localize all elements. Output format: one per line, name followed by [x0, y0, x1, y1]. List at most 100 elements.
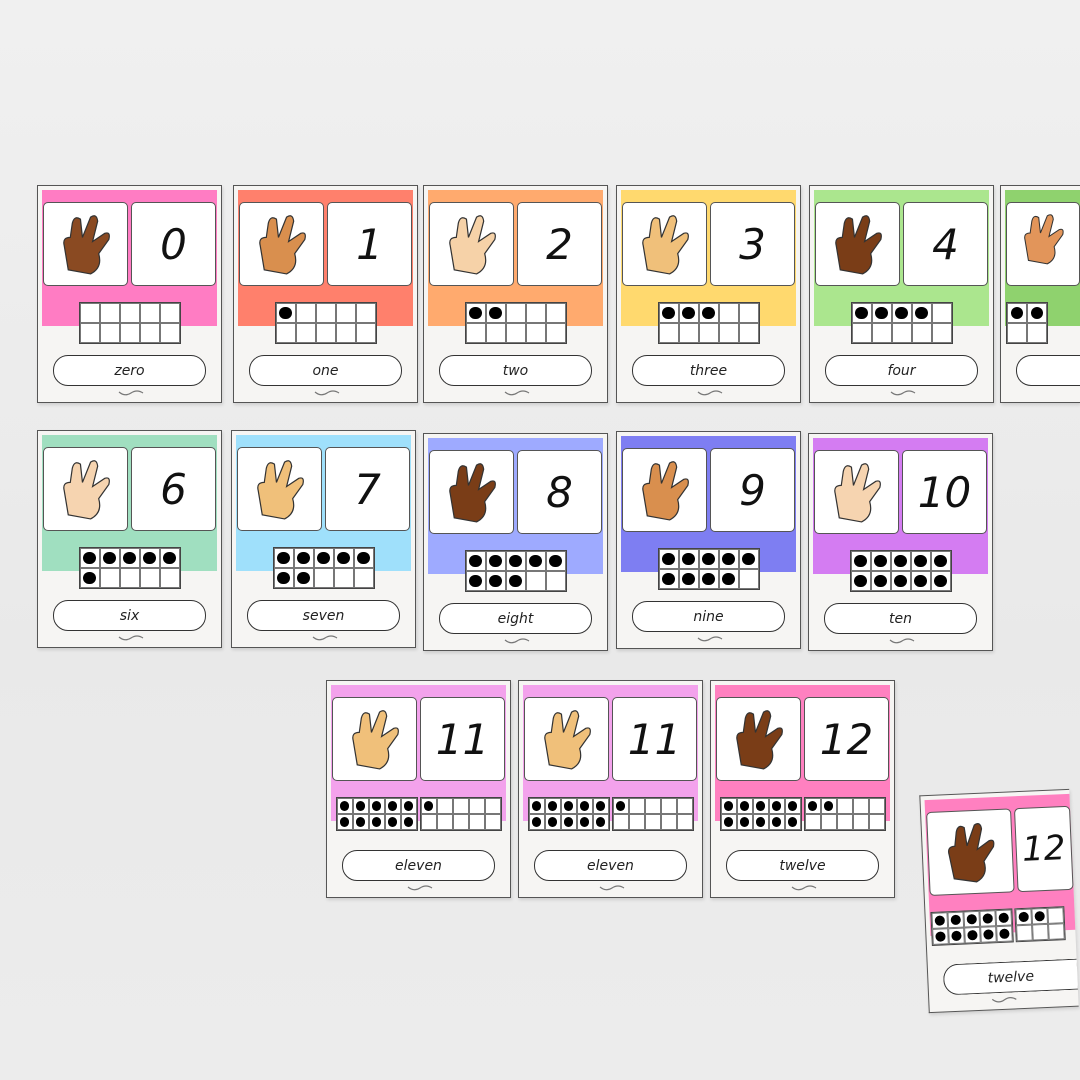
ten-frame-cell: [658, 323, 679, 343]
counter-dot: [998, 912, 1009, 923]
ten-frame-cell: [768, 814, 785, 830]
number-card: 12 twelve: [919, 788, 1079, 1014]
hand-sign-box: [43, 447, 128, 531]
counter-dot: [489, 554, 502, 568]
ten-frame-cell: [293, 568, 314, 588]
counter-dot: [337, 551, 350, 565]
ten-frame: [719, 797, 802, 831]
ten-frame: [657, 302, 760, 344]
numeral: 11: [435, 714, 490, 764]
ten-frame-cell: [335, 323, 356, 343]
ten-frame-cell: [139, 303, 160, 323]
hand-sign-box: [926, 808, 1015, 897]
ten-frames: [711, 797, 894, 831]
counter-dot: [723, 801, 734, 811]
counter-dot: [83, 571, 96, 585]
hand-sign-box: [332, 697, 417, 781]
ten-frame-cell: [273, 568, 294, 588]
ten-frame-cell: [592, 814, 609, 830]
ten-frames: [519, 797, 702, 831]
ten-frame-cell: [871, 303, 892, 323]
counter-dot: [662, 552, 675, 566]
ten-frame-cell: [931, 323, 952, 343]
ten-frame-cell: [738, 303, 759, 323]
counter-dot: [935, 931, 946, 942]
counter-dot: [547, 801, 558, 811]
ten-frame-cell: [720, 798, 737, 814]
counter-dot: [469, 574, 482, 588]
counter-dot: [914, 554, 927, 568]
counter-dot: [357, 551, 370, 565]
counter-dot: [403, 801, 414, 811]
ten-frames: [234, 302, 417, 344]
ten-frame-cell: [996, 925, 1013, 943]
ten-frame-cell: [676, 814, 693, 830]
numeral-box: 11: [420, 697, 505, 781]
number-word-label: [1016, 355, 1080, 386]
ten-frame-cell: [528, 814, 545, 830]
number-card: 2 two: [423, 185, 608, 403]
ten-frame-cell: [868, 814, 885, 830]
counter-dot: [874, 554, 887, 568]
counter-dot: [702, 572, 715, 586]
ten-frame-cell: [384, 814, 401, 830]
counter-dot: [662, 572, 675, 586]
ten-frame-cell: [159, 568, 180, 588]
ten-frame-cell: [315, 303, 336, 323]
ten-frame-cell: [1027, 323, 1047, 343]
ten-frame-cell: [293, 548, 314, 568]
counter-dot: [423, 801, 434, 811]
ten-frame-cell: [545, 571, 566, 591]
counter-dot: [595, 801, 606, 811]
counter-dot: [854, 554, 867, 568]
ten-frame-cell: [384, 798, 401, 814]
ten-frame: [78, 547, 181, 589]
hand-sign-box: [239, 202, 324, 286]
ten-frame: [803, 797, 886, 831]
ten-frame-cell: [964, 926, 981, 944]
ten-frame-cell: [505, 551, 526, 571]
counter-dot: [934, 574, 947, 588]
ten-frame: [419, 797, 502, 831]
number-word-label: zero: [53, 355, 206, 386]
number-card: 4 four: [809, 185, 994, 403]
hand-sign-icon: [642, 461, 689, 521]
ten-frame-cell: [736, 798, 753, 814]
counter-dot: [966, 914, 977, 925]
hand-sign-icon: [257, 460, 304, 520]
counter-dot: [529, 554, 542, 568]
ten-frame-cell: [528, 798, 545, 814]
ten-frame-cell: [1007, 303, 1027, 323]
ten-frame-cell: [139, 323, 160, 343]
ten-frame-cell: [525, 551, 546, 571]
counter-dot: [387, 801, 398, 811]
ten-frame-cell: [870, 571, 891, 591]
ten-frame-cell: [420, 814, 437, 830]
counter-dot: [143, 551, 156, 565]
ten-frame-cell: [1007, 323, 1027, 343]
numeral-box: 12: [804, 697, 889, 781]
counter-dot: [1018, 911, 1029, 923]
counter-dot: [934, 915, 945, 926]
hand-sign-icon: [642, 215, 689, 275]
counter-dot: [771, 817, 782, 827]
ten-frame-cell: [99, 303, 120, 323]
counter-dot: [999, 928, 1010, 939]
numeral: 4: [932, 219, 959, 269]
number-card: 10 ten: [808, 433, 993, 651]
counter-dot: [914, 574, 927, 588]
numeral-box: 10: [902, 450, 987, 534]
counter-dot: [547, 817, 558, 827]
number-word-label: twelve: [726, 850, 879, 881]
ten-frame-cell: [352, 798, 369, 814]
ten-frame-cell: [315, 323, 336, 343]
squiggle-decoration: [118, 635, 144, 641]
ten-frame-cell: [1031, 907, 1049, 925]
squiggle-decoration: [599, 885, 625, 891]
ten-frame-cell: [658, 303, 679, 323]
number-word-label: six: [53, 600, 206, 631]
counter-dot: [509, 574, 522, 588]
ten-frame-cell: [768, 798, 785, 814]
number-card: 6 six: [37, 430, 222, 648]
counter-dot: [403, 817, 414, 827]
